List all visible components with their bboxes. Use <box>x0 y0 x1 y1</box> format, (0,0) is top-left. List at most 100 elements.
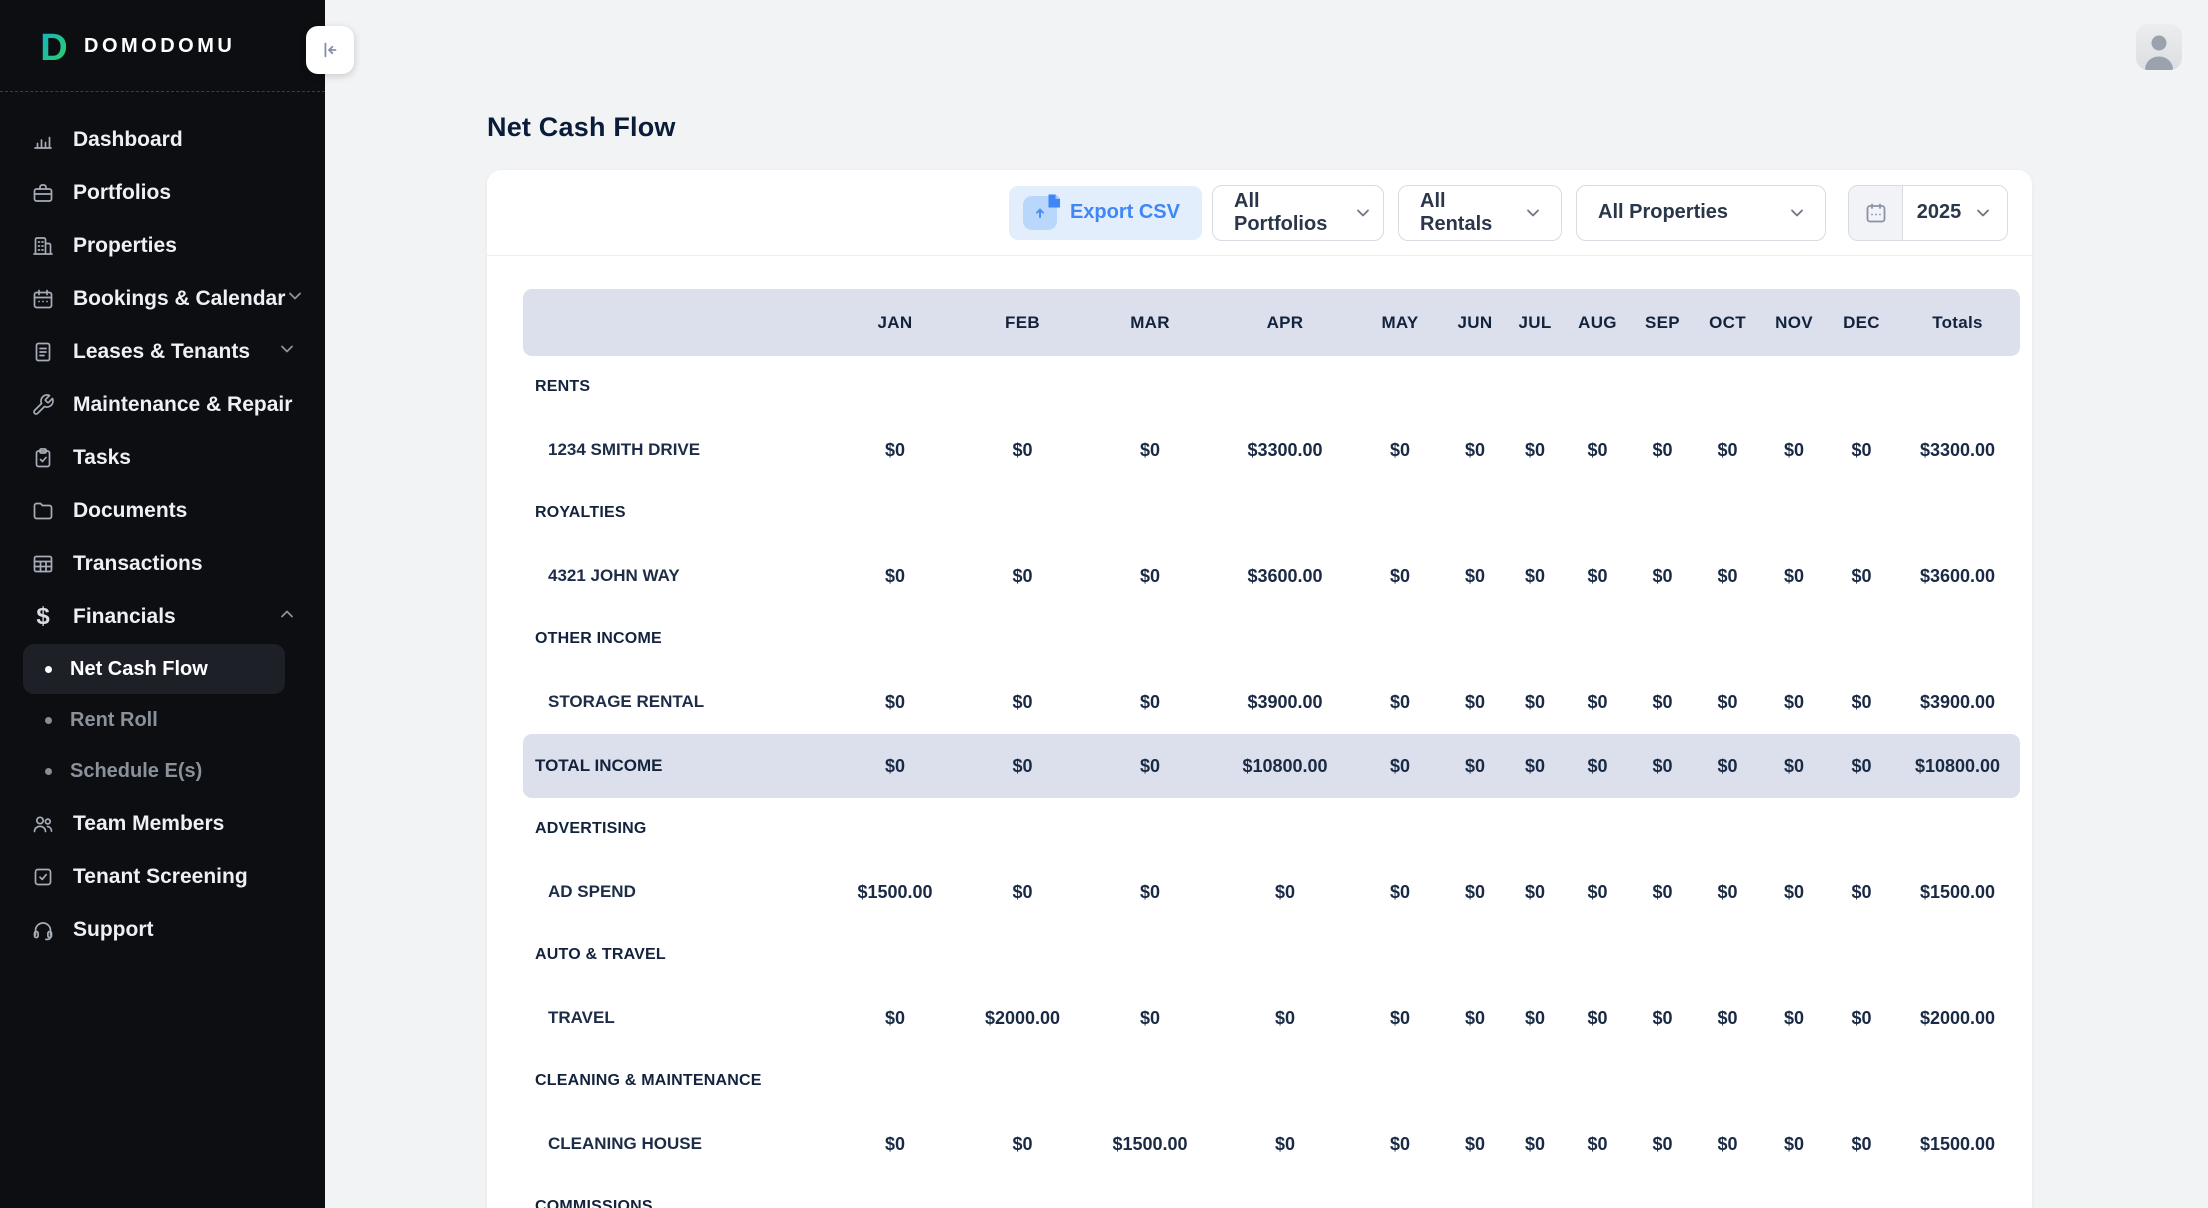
sidebar-item-label: Tasks <box>73 445 131 469</box>
sidebar-subitem-schedule-e-s[interactable]: Schedule E(s) <box>23 746 285 796</box>
cell-value: $0 <box>1139 881 1161 902</box>
cell-value: $1500.00 <box>1919 1133 1996 1154</box>
sidebar: D DOMODOMU Dashboard Portfolios Properties… <box>0 0 354 1208</box>
cell-value: $0 <box>1139 691 1161 712</box>
row-label: ROYALTIES <box>535 504 626 521</box>
sidebar-item-team-members[interactable]: Team Members <box>0 797 325 850</box>
bullet-dot-icon <box>45 665 52 673</box>
year-selector-group: 2025 <box>1848 184 2008 241</box>
sidebar-item-label: Documents <box>73 498 188 522</box>
table-row: 4321 JOHN WAY $0 $0 $0 $3600.00 $0 $0 $0 $0 $0 $0 $… <box>523 544 2020 608</box>
logo-icon: D <box>40 27 67 66</box>
user-avatar[interactable] <box>2136 24 2182 70</box>
table-header-spacer <box>523 289 830 356</box>
table-row: CLEANING HOUSE $0 $0 $1500.00 $0 $0 $0 $0 $0 $0 $0… <box>523 1112 2020 1176</box>
sidebar-item-tasks[interactable]: Tasks <box>0 431 325 484</box>
cell-value: $0 <box>884 565 906 586</box>
sidebar-item-label: Support <box>73 917 154 941</box>
cell-value: $0 <box>1389 1007 1411 1028</box>
cell-value: $0 <box>1274 1007 1296 1028</box>
year-value: 2025 <box>1916 201 1962 223</box>
cell-value: $0 <box>1389 1133 1411 1154</box>
cell-value: $0 <box>1012 1133 1033 1154</box>
folder-icon <box>30 498 56 524</box>
column-header-dec: DEC <box>1828 289 1895 356</box>
sidebar-item-bookings-calendar[interactable]: Bookings & Calendar <box>0 272 325 325</box>
cell-value: $0 <box>1524 691 1546 712</box>
sidebar-collapse-button[interactable] <box>306 26 354 74</box>
cell-value: $0 <box>1389 439 1411 460</box>
row-label: ADVERTISING <box>535 820 647 837</box>
column-header-jun: JUN <box>1445 289 1505 356</box>
headphones-icon <box>30 917 56 943</box>
cell-value: $0 <box>1652 881 1673 902</box>
sidebar-item-dashboard[interactable]: Dashboard <box>0 113 325 166</box>
cell-value: $0 <box>1851 1133 1872 1154</box>
cell-value: $0 <box>1783 439 1805 460</box>
column-header-apr: APR <box>1215 289 1355 356</box>
column-header-oct: OCT <box>1695 289 1760 356</box>
cell-value: $0 <box>960 734 1085 798</box>
column-header-may: MAY <box>1355 289 1445 356</box>
cell-value: $0 <box>1464 881 1486 902</box>
cell-value: $0 <box>884 439 906 460</box>
column-header-nov: NOV <box>1760 289 1828 356</box>
cell-value: $0 <box>1783 565 1805 586</box>
sidebar-item-label: Dashboard <box>73 127 183 151</box>
sidebar-header: D DOMODOMU <box>0 0 354 92</box>
cell-value: $0 <box>1695 734 1760 798</box>
cell-value: $0 <box>1524 881 1546 902</box>
row-label: AUTO & TRAVEL <box>535 946 666 963</box>
sidebar-item-label: Team Members <box>73 811 225 835</box>
cell-value: $0 <box>1717 1133 1738 1154</box>
cell-value: $0 <box>1389 881 1411 902</box>
cell-value: $0 <box>884 1007 906 1028</box>
net-cash-flow-card: Export CSV All Portfolios All Rentals Al… <box>487 170 2032 1208</box>
cell-value: $0 <box>1587 565 1608 586</box>
sidebar-item-maintenance-repair[interactable]: Maintenance & Repair <box>0 378 325 431</box>
cell-value: $0 <box>1445 734 1505 798</box>
page-title: Net Cash Flow <box>487 112 676 142</box>
cell-value: $0 <box>1652 1133 1673 1154</box>
sidebar-item-transactions[interactable]: Transactions <box>0 537 325 590</box>
cell-value: $0 <box>1783 1007 1805 1028</box>
cell-value: $0 <box>1851 1007 1872 1028</box>
portfolios-filter-dropdown[interactable]: All Portfolios <box>1212 184 1384 241</box>
cell-value: $3900.00 <box>1919 691 1996 712</box>
sidebar-nav: Dashboard Portfolios Properties Bookings & … <box>0 92 325 956</box>
cell-value: $0 <box>1012 691 1033 712</box>
sidebar-item-financials[interactable]: $ Financials <box>0 590 325 643</box>
bar-chart-icon <box>30 127 56 153</box>
year-dropdown[interactable]: 2025 <box>1903 185 2007 240</box>
section-header-row: CLEANING & MAINTENANCE <box>523 1050 2020 1112</box>
cell-value: $3300.00 <box>1919 439 1996 460</box>
cell-value: $1500.00 <box>1919 881 1996 902</box>
sidebar-subitem-label: Rent Roll <box>70 708 158 731</box>
rentals-filter-dropdown[interactable]: All Rentals <box>1398 184 1562 241</box>
column-header-aug: AUG <box>1565 289 1630 356</box>
cell-value: $0 <box>1464 691 1486 712</box>
cell-value: $0 <box>1783 691 1805 712</box>
calendar-picker-button[interactable] <box>1849 185 1903 240</box>
sidebar-item-tenant-screening[interactable]: Tenant Screening <box>0 850 325 903</box>
cell-value: $0 <box>1085 734 1215 798</box>
properties-filter-dropdown[interactable]: All Properties <box>1576 184 1826 241</box>
portfolios-filter-value: All Portfolios <box>1234 189 1328 235</box>
sidebar-subitem-label: Schedule E(s) <box>70 759 203 782</box>
cash-flow-table-wrap: JAN FEB MAR APR MAY JUN JUL AUG SEP OCT NOV DEC Tota… <box>523 289 2020 1208</box>
sidebar-item-support[interactable]: Support <box>0 903 325 956</box>
sidebar-item-documents[interactable]: Documents <box>0 484 325 537</box>
wrench-icon <box>30 392 56 418</box>
section-header-row: ADVERTISING <box>523 798 2020 860</box>
properties-filter-value: All Properties <box>1598 201 1729 223</box>
row-label: 4321 JOHN WAY <box>548 566 680 585</box>
sidebar-item-properties[interactable]: Properties <box>0 219 325 272</box>
sidebar-subitem-rent-roll[interactable]: Rent Roll <box>23 695 285 745</box>
cash-flow-table: JAN FEB MAR APR MAY JUN JUL AUG SEP OCT NOV DEC Tota… <box>523 289 2020 1208</box>
sidebar-item-leases-tenants[interactable]: Leases & Tenants <box>0 325 325 378</box>
sidebar-item-portfolios[interactable]: Portfolios <box>0 166 325 219</box>
cell-value: $0 <box>1783 881 1805 902</box>
export-csv-button[interactable]: Export CSV <box>1008 185 1202 240</box>
cell-value: $0 <box>1524 565 1546 586</box>
sidebar-subitem-net-cash-flow[interactable]: Net Cash Flow <box>23 644 285 694</box>
